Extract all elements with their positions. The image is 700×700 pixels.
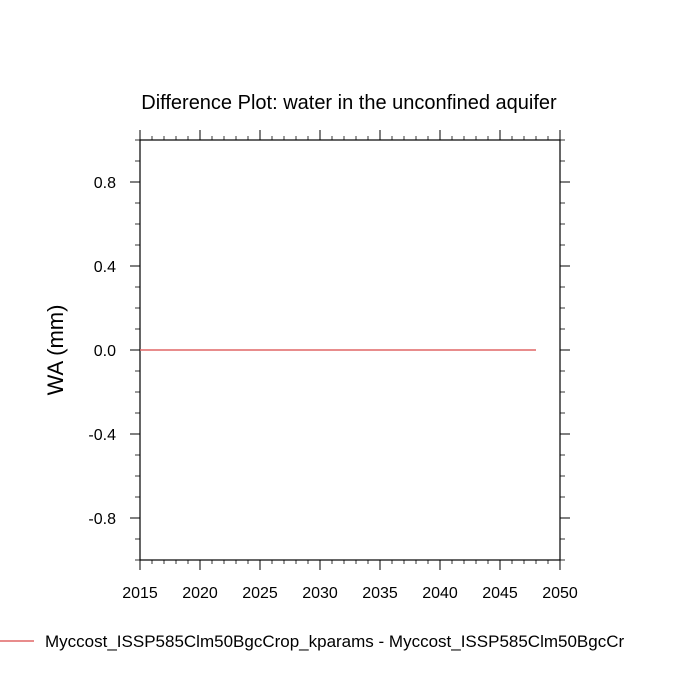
y-tick-label: -0.8 bbox=[88, 511, 116, 528]
axis-ticks: 2015 2020 2025 2030 2035 2040 2045 2050 0.8 0.4 0.… bbox=[88, 130, 578, 602]
y-tick-label: 0.0 bbox=[94, 343, 116, 360]
x-tick-label: 2020 bbox=[182, 585, 218, 602]
y-axis-label: WA (mm) bbox=[43, 305, 68, 396]
x-tick-label: 2045 bbox=[482, 585, 518, 602]
x-tick-label: 2025 bbox=[242, 585, 278, 602]
legend: Myccost_ISSP585Clm50BgcCrop_kparams - My… bbox=[0, 632, 625, 651]
y-tick-label: -0.4 bbox=[88, 427, 116, 444]
x-tick-label: 2040 bbox=[422, 585, 458, 602]
chart-title: Difference Plot: water in the unconfined… bbox=[141, 92, 557, 114]
x-tick-label: 2015 bbox=[122, 585, 158, 602]
y-tick-label: 0.8 bbox=[94, 175, 116, 192]
y-tick-label: 0.4 bbox=[94, 259, 116, 276]
x-tick-label: 2035 bbox=[362, 585, 398, 602]
legend-label: Myccost_ISSP585Clm50BgcCrop_kparams - My… bbox=[45, 632, 625, 651]
x-tick-label: 2030 bbox=[302, 585, 338, 602]
x-tick-label: 2050 bbox=[542, 585, 578, 602]
